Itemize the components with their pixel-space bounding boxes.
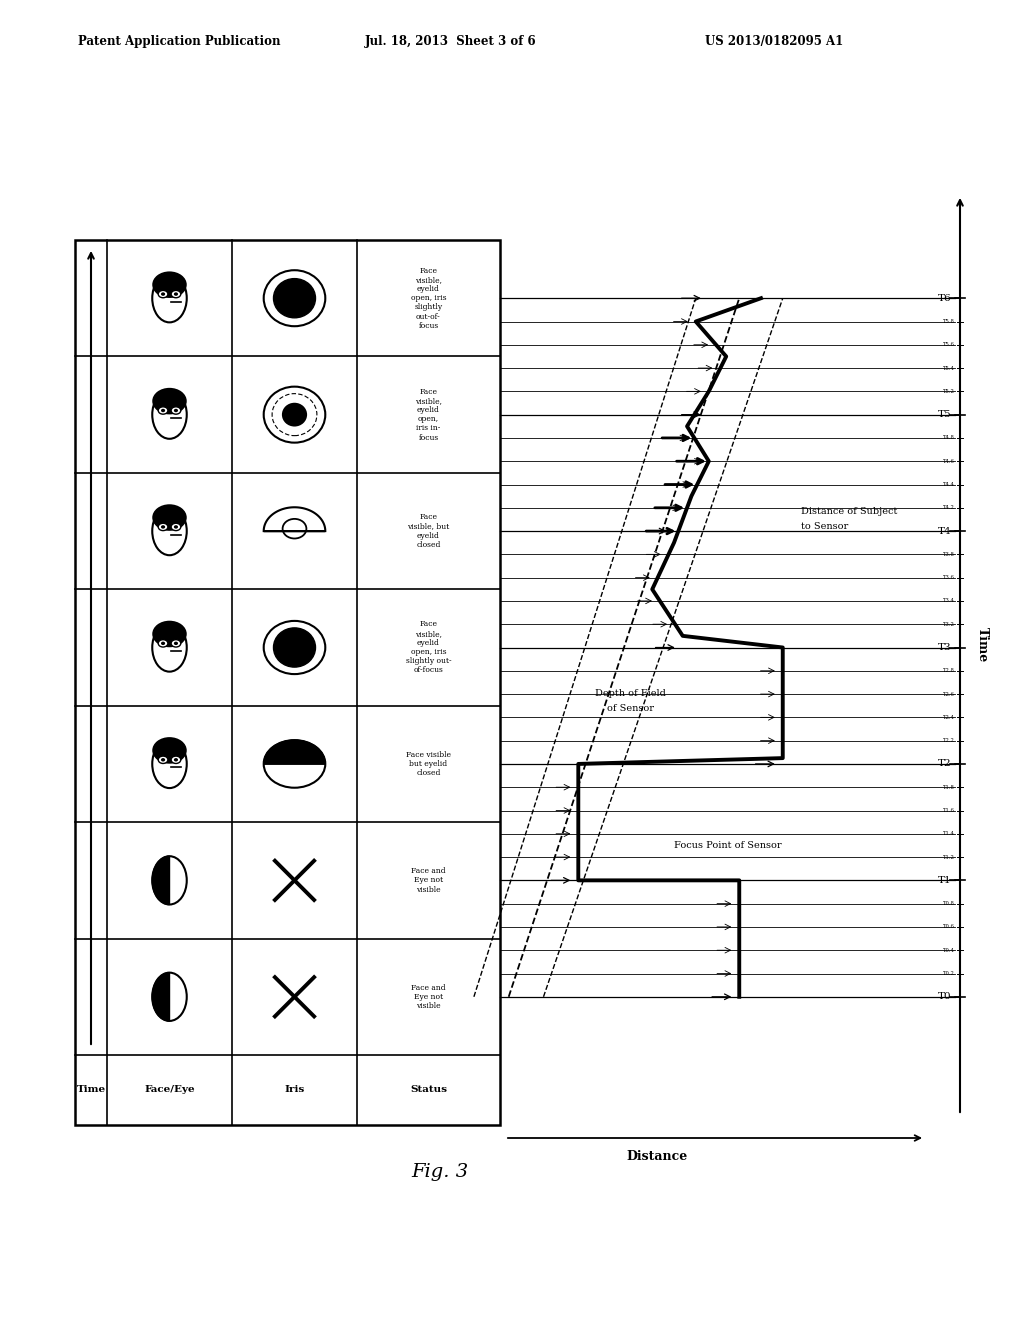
Ellipse shape bbox=[153, 504, 186, 531]
Ellipse shape bbox=[174, 292, 178, 296]
Text: to Sensor: to Sensor bbox=[801, 521, 848, 531]
Text: Focus Point of Sensor: Focus Point of Sensor bbox=[674, 841, 781, 850]
Text: Jul. 18, 2013  Sheet 3 of 6: Jul. 18, 2013 Sheet 3 of 6 bbox=[365, 36, 537, 49]
Ellipse shape bbox=[161, 409, 165, 412]
Ellipse shape bbox=[273, 628, 315, 667]
Text: T2.4: T2.4 bbox=[943, 715, 955, 719]
Ellipse shape bbox=[153, 507, 186, 556]
Ellipse shape bbox=[153, 272, 186, 298]
Ellipse shape bbox=[159, 290, 168, 298]
Ellipse shape bbox=[174, 642, 178, 645]
Text: T5.2: T5.2 bbox=[943, 389, 955, 393]
Polygon shape bbox=[153, 857, 170, 904]
Text: T4: T4 bbox=[938, 527, 952, 536]
Ellipse shape bbox=[171, 640, 181, 647]
Text: T4.4: T4.4 bbox=[943, 482, 955, 487]
Ellipse shape bbox=[171, 756, 181, 763]
Ellipse shape bbox=[159, 756, 168, 763]
Text: T6: T6 bbox=[938, 294, 952, 302]
Ellipse shape bbox=[161, 758, 165, 762]
Text: of Sensor: of Sensor bbox=[607, 704, 654, 713]
Text: Iris: Iris bbox=[285, 1085, 304, 1094]
Text: T1.4: T1.4 bbox=[943, 832, 955, 837]
Text: T0.2: T0.2 bbox=[943, 972, 955, 975]
Text: Face
visible,
eyelid
open,
iris in-
focus: Face visible, eyelid open, iris in- focu… bbox=[415, 388, 442, 442]
Text: Depth of Field: Depth of Field bbox=[595, 689, 666, 698]
Text: Status: Status bbox=[410, 1085, 447, 1094]
Text: Patent Application Publication: Patent Application Publication bbox=[78, 36, 281, 49]
Text: T2: T2 bbox=[938, 759, 952, 768]
Text: T0.6: T0.6 bbox=[943, 924, 955, 929]
Ellipse shape bbox=[174, 409, 178, 412]
Text: T2.8: T2.8 bbox=[943, 668, 955, 673]
Text: Face
visible, but
eyelid
closed: Face visible, but eyelid closed bbox=[408, 513, 450, 549]
Ellipse shape bbox=[161, 292, 165, 296]
Ellipse shape bbox=[282, 403, 307, 426]
Text: T3.4: T3.4 bbox=[943, 598, 955, 603]
Text: Fig. 3: Fig. 3 bbox=[412, 1163, 469, 1181]
Text: T5: T5 bbox=[938, 411, 952, 420]
Text: T4.6: T4.6 bbox=[943, 459, 955, 463]
Text: Distance of Subject: Distance of Subject bbox=[801, 507, 897, 516]
Text: T3: T3 bbox=[938, 643, 952, 652]
Text: T0: T0 bbox=[938, 993, 952, 1002]
Text: T1.6: T1.6 bbox=[943, 808, 955, 813]
Text: T2.2: T2.2 bbox=[943, 738, 955, 743]
Text: T1.8: T1.8 bbox=[943, 784, 955, 789]
Text: Time: Time bbox=[976, 627, 988, 663]
Ellipse shape bbox=[171, 523, 181, 531]
Text: T2.6: T2.6 bbox=[943, 692, 955, 697]
Text: T0.4: T0.4 bbox=[943, 948, 955, 953]
Ellipse shape bbox=[171, 290, 181, 298]
Ellipse shape bbox=[153, 391, 186, 438]
Ellipse shape bbox=[159, 407, 168, 414]
Text: T5.8: T5.8 bbox=[943, 319, 955, 323]
Ellipse shape bbox=[273, 279, 315, 318]
Polygon shape bbox=[264, 507, 326, 531]
Text: Face and
Eye not
visible: Face and Eye not visible bbox=[412, 983, 445, 1010]
Text: Time: Time bbox=[77, 1085, 105, 1094]
Text: Face
visible,
eyelid
open, iris
slightly
out-of-
focus: Face visible, eyelid open, iris slightly… bbox=[411, 267, 446, 330]
Ellipse shape bbox=[153, 737, 186, 764]
Text: Face/Eye: Face/Eye bbox=[144, 1085, 195, 1094]
Ellipse shape bbox=[153, 388, 186, 414]
Text: T3.2: T3.2 bbox=[943, 622, 955, 627]
Ellipse shape bbox=[171, 407, 181, 414]
Text: T3.8: T3.8 bbox=[943, 552, 955, 557]
Ellipse shape bbox=[153, 623, 186, 672]
Ellipse shape bbox=[159, 523, 168, 531]
Text: T5.6: T5.6 bbox=[943, 342, 955, 347]
Text: T4.2: T4.2 bbox=[943, 506, 955, 511]
Ellipse shape bbox=[153, 275, 186, 322]
Text: T1.2: T1.2 bbox=[943, 854, 955, 859]
Text: T1: T1 bbox=[938, 876, 952, 884]
Polygon shape bbox=[264, 741, 326, 764]
Ellipse shape bbox=[159, 640, 168, 647]
Text: T3.6: T3.6 bbox=[943, 576, 955, 581]
Text: T0.8: T0.8 bbox=[943, 902, 955, 906]
Text: US 2013/0182095 A1: US 2013/0182095 A1 bbox=[705, 36, 843, 49]
Ellipse shape bbox=[153, 620, 186, 647]
Text: Face
visible,
eyelid
open, iris
slightly out-
of-focus: Face visible, eyelid open, iris slightly… bbox=[406, 620, 452, 675]
Ellipse shape bbox=[174, 525, 178, 528]
Text: Distance: Distance bbox=[627, 1150, 688, 1163]
Ellipse shape bbox=[153, 739, 186, 788]
Text: T5.4: T5.4 bbox=[943, 366, 955, 371]
Ellipse shape bbox=[174, 758, 178, 762]
Text: Face visible
but eyelid
closed: Face visible but eyelid closed bbox=[406, 751, 451, 777]
Polygon shape bbox=[153, 973, 170, 1020]
Text: T4.8: T4.8 bbox=[943, 436, 955, 441]
Text: Face and
Eye not
visible: Face and Eye not visible bbox=[412, 867, 445, 894]
Ellipse shape bbox=[161, 525, 165, 528]
Ellipse shape bbox=[161, 642, 165, 645]
